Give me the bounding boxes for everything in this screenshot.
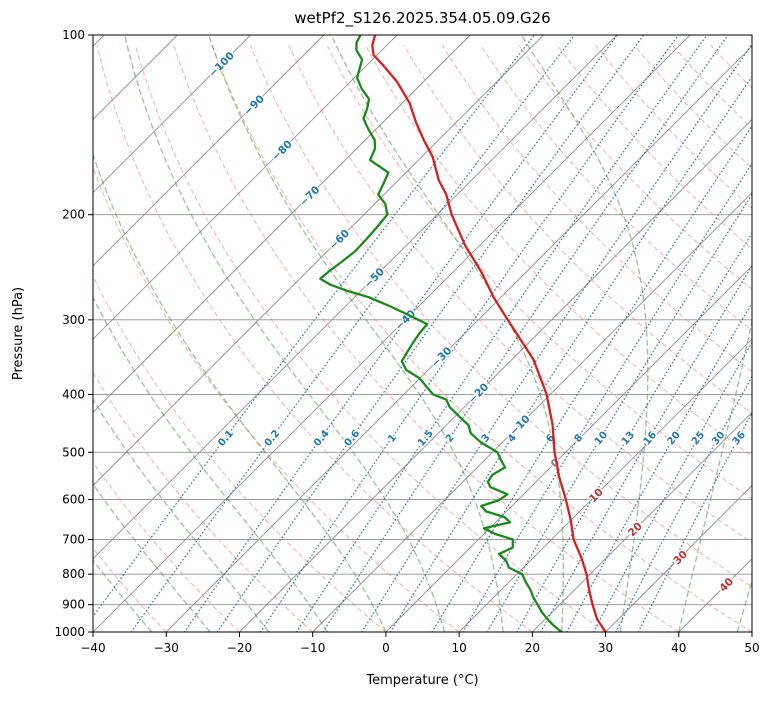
isotherm-label: 30 (671, 548, 690, 567)
x-tick-label: −30 (154, 641, 179, 655)
y-tick-label: 200 (62, 208, 85, 222)
mixing-ratio-label: 16 (642, 430, 659, 448)
isotherm-label: −40 (393, 308, 418, 333)
x-tick-label: 30 (598, 641, 613, 655)
isotherm-label: −50 (362, 266, 387, 291)
mixing-ratio-label: 1.5 (416, 428, 436, 449)
y-tick-label: 300 (62, 313, 85, 327)
y-tick-label: 400 (62, 387, 85, 401)
y-tick-label: 800 (62, 567, 85, 581)
y-tick-label: 500 (62, 445, 85, 459)
y-tick-label: 600 (62, 493, 85, 507)
dry-adiabat-lines (93, 44, 752, 632)
mixing-ratio-label: 13 (620, 430, 637, 448)
plot-background: −100−90−80−70−60−50−40−30−20−10010203040… (93, 35, 752, 632)
mixing-ratio-label: 20 (666, 430, 683, 448)
mixing-ratio-label: 1 (386, 432, 399, 444)
plot-border (92, 34, 753, 633)
isobar-lines (93, 35, 752, 632)
isotherm-label: −70 (297, 184, 322, 209)
x-tick-label: 40 (671, 641, 686, 655)
mixing-ratio-label: 10 (593, 430, 610, 448)
mixing-ratio-lines (93, 35, 752, 632)
mixing-ratio-label: 36 (731, 430, 748, 448)
mixing-ratio-label: 0.4 (312, 428, 332, 449)
x-tick-label: 0 (382, 641, 390, 655)
y-axis-label: Pressure (hPa) (11, 287, 26, 380)
isotherm-label: −20 (466, 381, 491, 406)
isotherm-label: −80 (270, 138, 295, 163)
x-tick-label: 20 (525, 641, 540, 655)
mixing-ratio-label: 30 (710, 430, 727, 448)
temperature-curve (371, 35, 607, 632)
isotherm-label: 40 (717, 576, 736, 595)
isotherm-label: −90 (242, 93, 267, 118)
x-tick-label: −20 (227, 641, 252, 655)
dewpoint-curve (319, 35, 563, 632)
isotherm-label: −60 (327, 227, 352, 252)
x-axis-label: Temperature (°C) (365, 673, 478, 688)
isotherm-label: −100 (207, 50, 237, 80)
mixing-ratio-label: 0.1 (216, 428, 236, 449)
x-tick-label: 50 (744, 641, 759, 655)
axes: −40 −30 −20 −10 0 10 20 30 40 5010020030040050060… (11, 9, 760, 688)
y-tick-label: 900 (62, 598, 85, 612)
x-tick-label: 10 (451, 641, 466, 655)
chart-title: wetPf2_S126.2025.354.05.09.G26 (294, 9, 550, 28)
isotherm-label: 20 (626, 520, 645, 539)
y-tick-label: 700 (62, 533, 85, 547)
y-tick-label: 1000 (54, 625, 85, 639)
x-tick-label: −10 (300, 641, 325, 655)
y-tick-label: 100 (62, 28, 85, 42)
x-tick-label: −40 (80, 641, 105, 655)
mixing-ratio-label: 25 (690, 430, 707, 448)
